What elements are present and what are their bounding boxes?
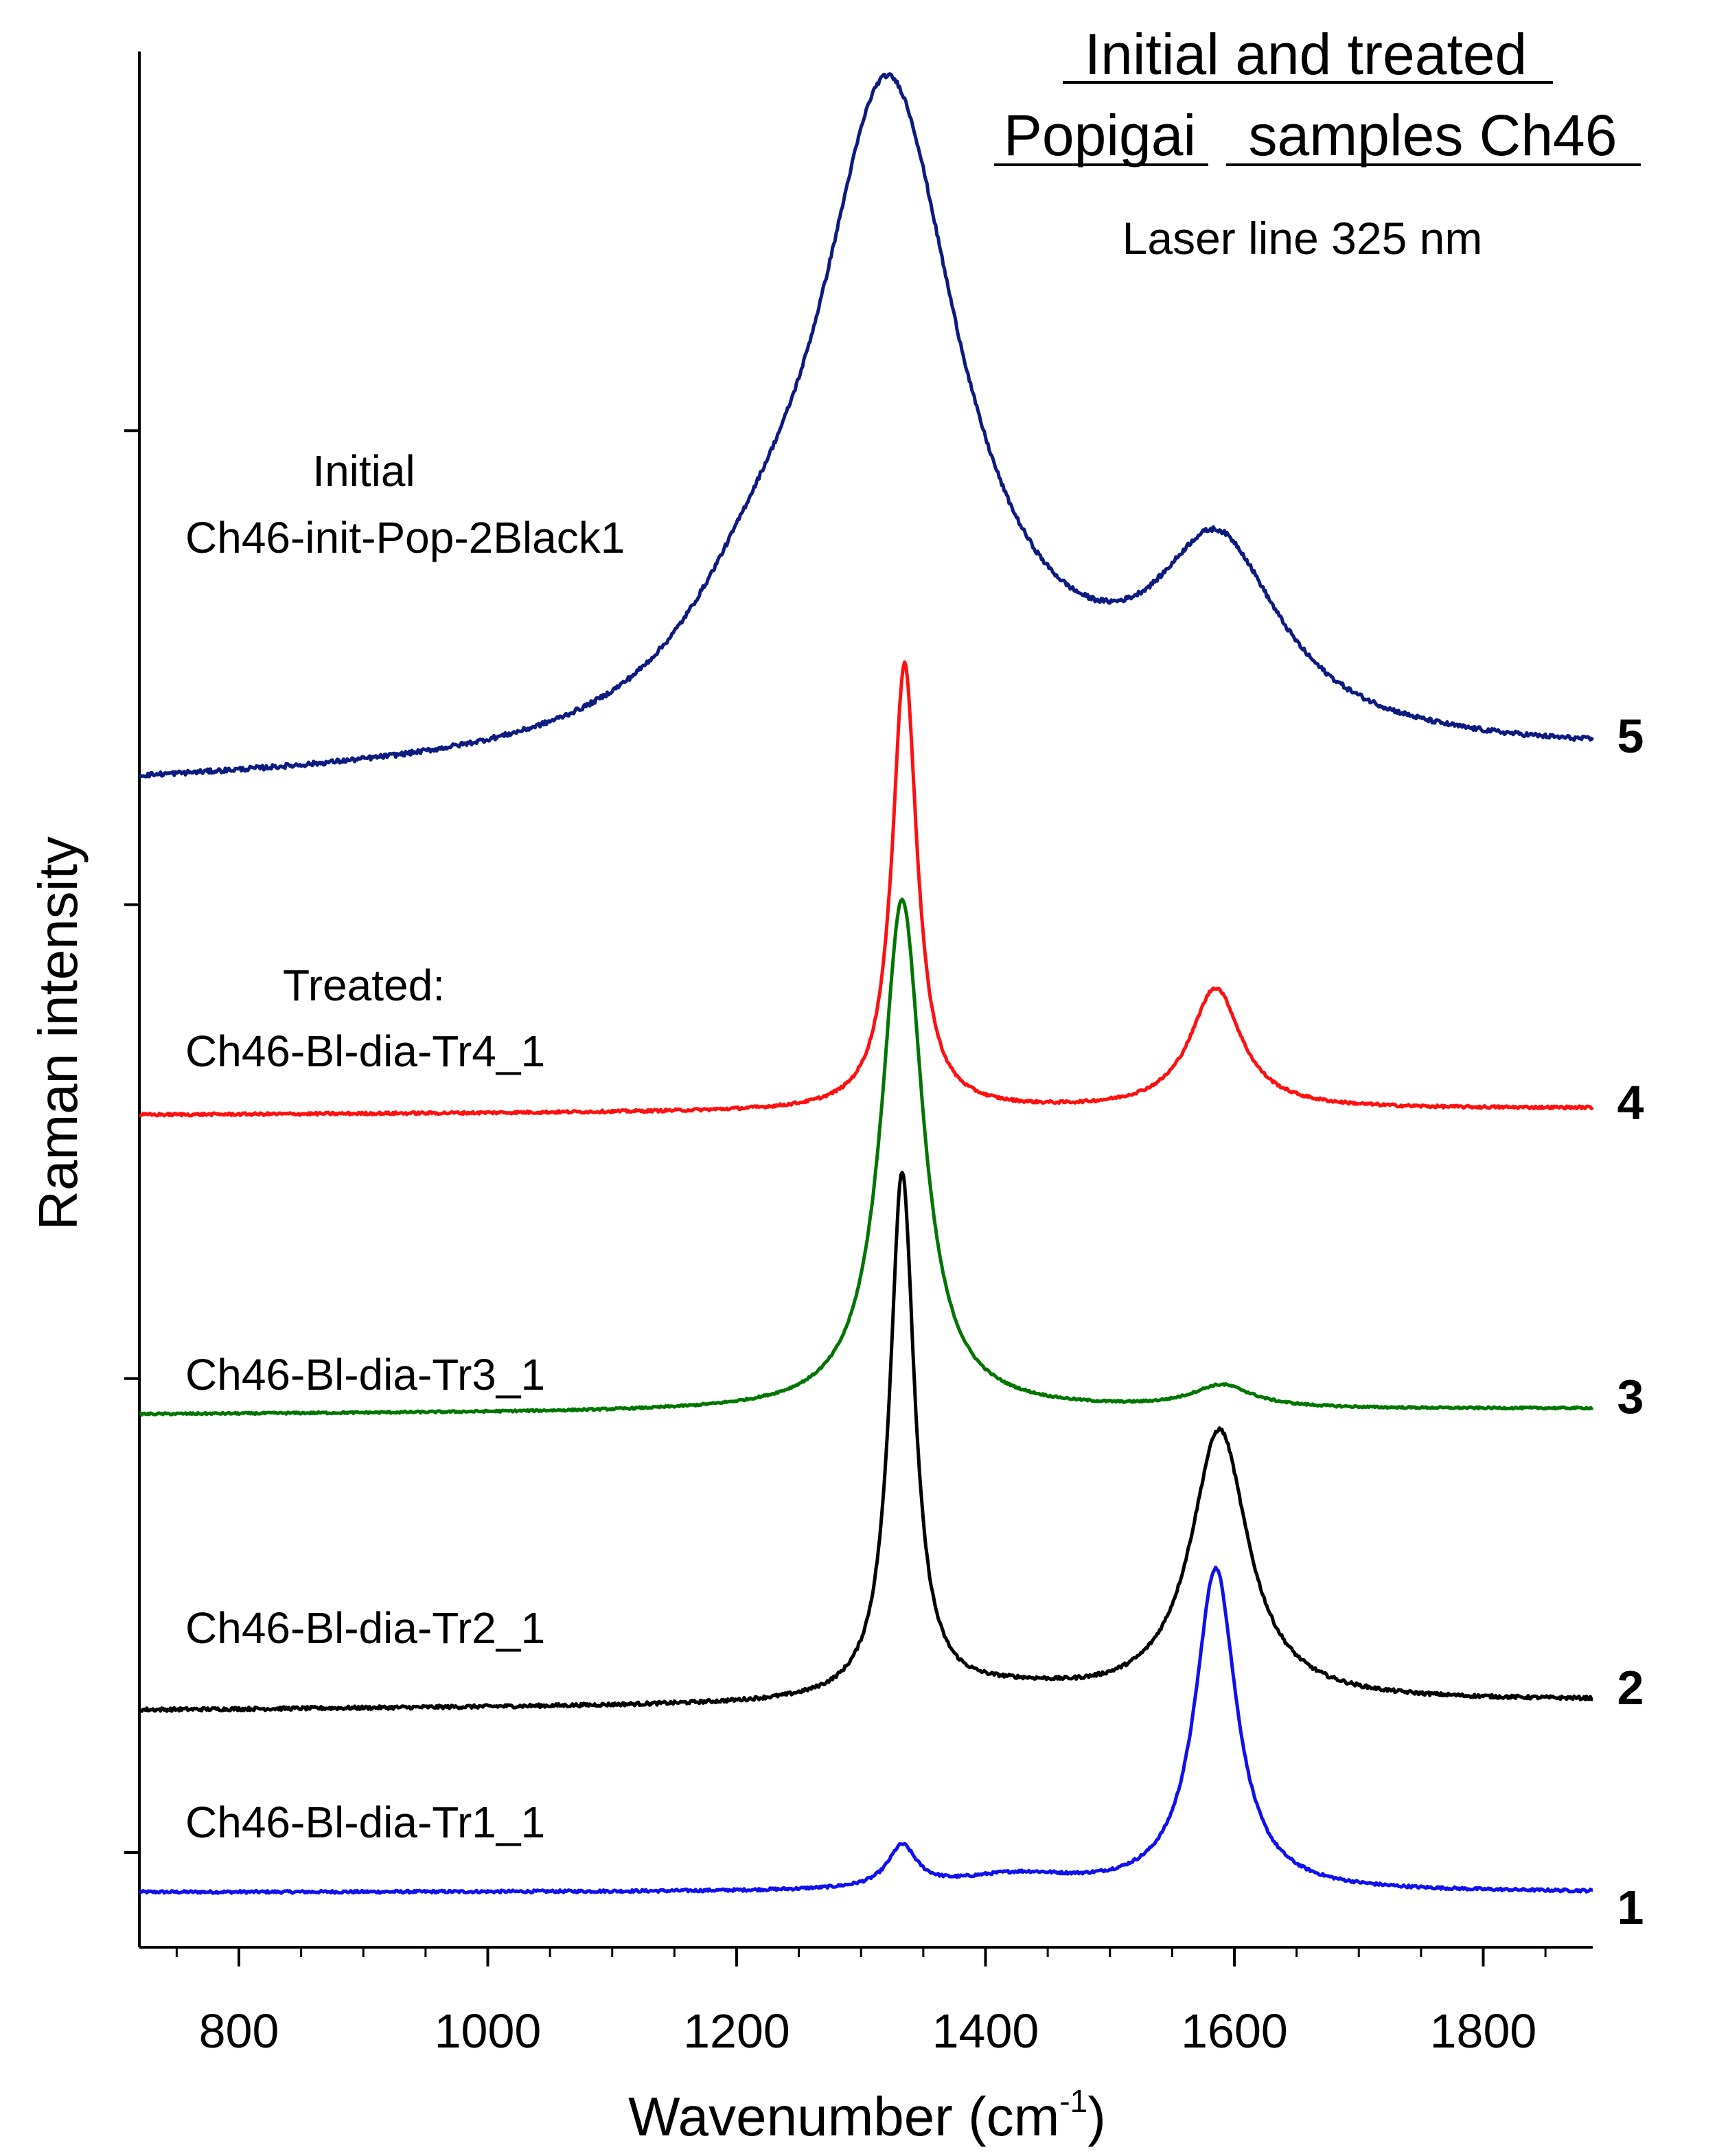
series-1-name: Ch46-Bl-dia-Tr1_1 bbox=[185, 1798, 545, 1847]
label-initial-header: Initial bbox=[312, 446, 415, 496]
x-axis-label-main: Wavenumber (cm bbox=[628, 2086, 1059, 2147]
chart-subtitle: Laser line 325 nm bbox=[1122, 213, 1483, 264]
series-5-name: Ch46-init-Pop-2Black1 bbox=[185, 513, 625, 562]
plot-area: 800 1000 1200 1400 1600 1800 bbox=[124, 51, 1595, 2058]
series-5-number: 5 bbox=[1617, 709, 1644, 763]
series-3-number: 3 bbox=[1617, 1370, 1644, 1423]
x-tick-label-1600: 1600 bbox=[1181, 2004, 1288, 2058]
spectrum-series-3 bbox=[139, 897, 1594, 1417]
x-axis-label: Wavenumber (cm-1) bbox=[628, 2083, 1106, 2147]
label-treated-header: Treated: bbox=[283, 961, 445, 1010]
chart-title-line2-word1: Popigai bbox=[1004, 103, 1196, 168]
x-tick-label-1800: 1800 bbox=[1430, 2004, 1537, 2058]
spectrum-series-4 bbox=[139, 660, 1594, 1118]
spectrum-series-2 bbox=[139, 1171, 1593, 1713]
series-2-name: Ch46-Bl-dia-Tr2_1 bbox=[185, 1603, 545, 1653]
x-tick-label-1400: 1400 bbox=[932, 2004, 1039, 2058]
series-1-number: 1 bbox=[1617, 1881, 1644, 1934]
series-4-name: Ch46-Bl-dia-Tr4_1 bbox=[185, 1027, 545, 1076]
spectrum-series-1 bbox=[138, 1566, 1593, 1895]
series-4-number: 4 bbox=[1617, 1076, 1644, 1129]
x-tick-label-800: 800 bbox=[199, 2004, 279, 2058]
chart-title-line1: Initial and treated bbox=[1085, 22, 1527, 87]
x-axis-label-superscript: -1 bbox=[1059, 2083, 1087, 2119]
series-3-name: Ch46-Bl-dia-Tr3_1 bbox=[185, 1350, 545, 1399]
spectrum-series-5 bbox=[139, 72, 1595, 779]
x-tick-label-1200: 1200 bbox=[683, 2004, 790, 2058]
chart-title-line2-word2: samples Ch46 bbox=[1249, 103, 1617, 168]
x-tick-label-1000: 1000 bbox=[435, 2004, 542, 2058]
series-2-number: 2 bbox=[1617, 1661, 1644, 1715]
y-axis-label: Raman intensity bbox=[27, 836, 89, 1230]
x-axis-label-close: ) bbox=[1087, 2086, 1106, 2147]
